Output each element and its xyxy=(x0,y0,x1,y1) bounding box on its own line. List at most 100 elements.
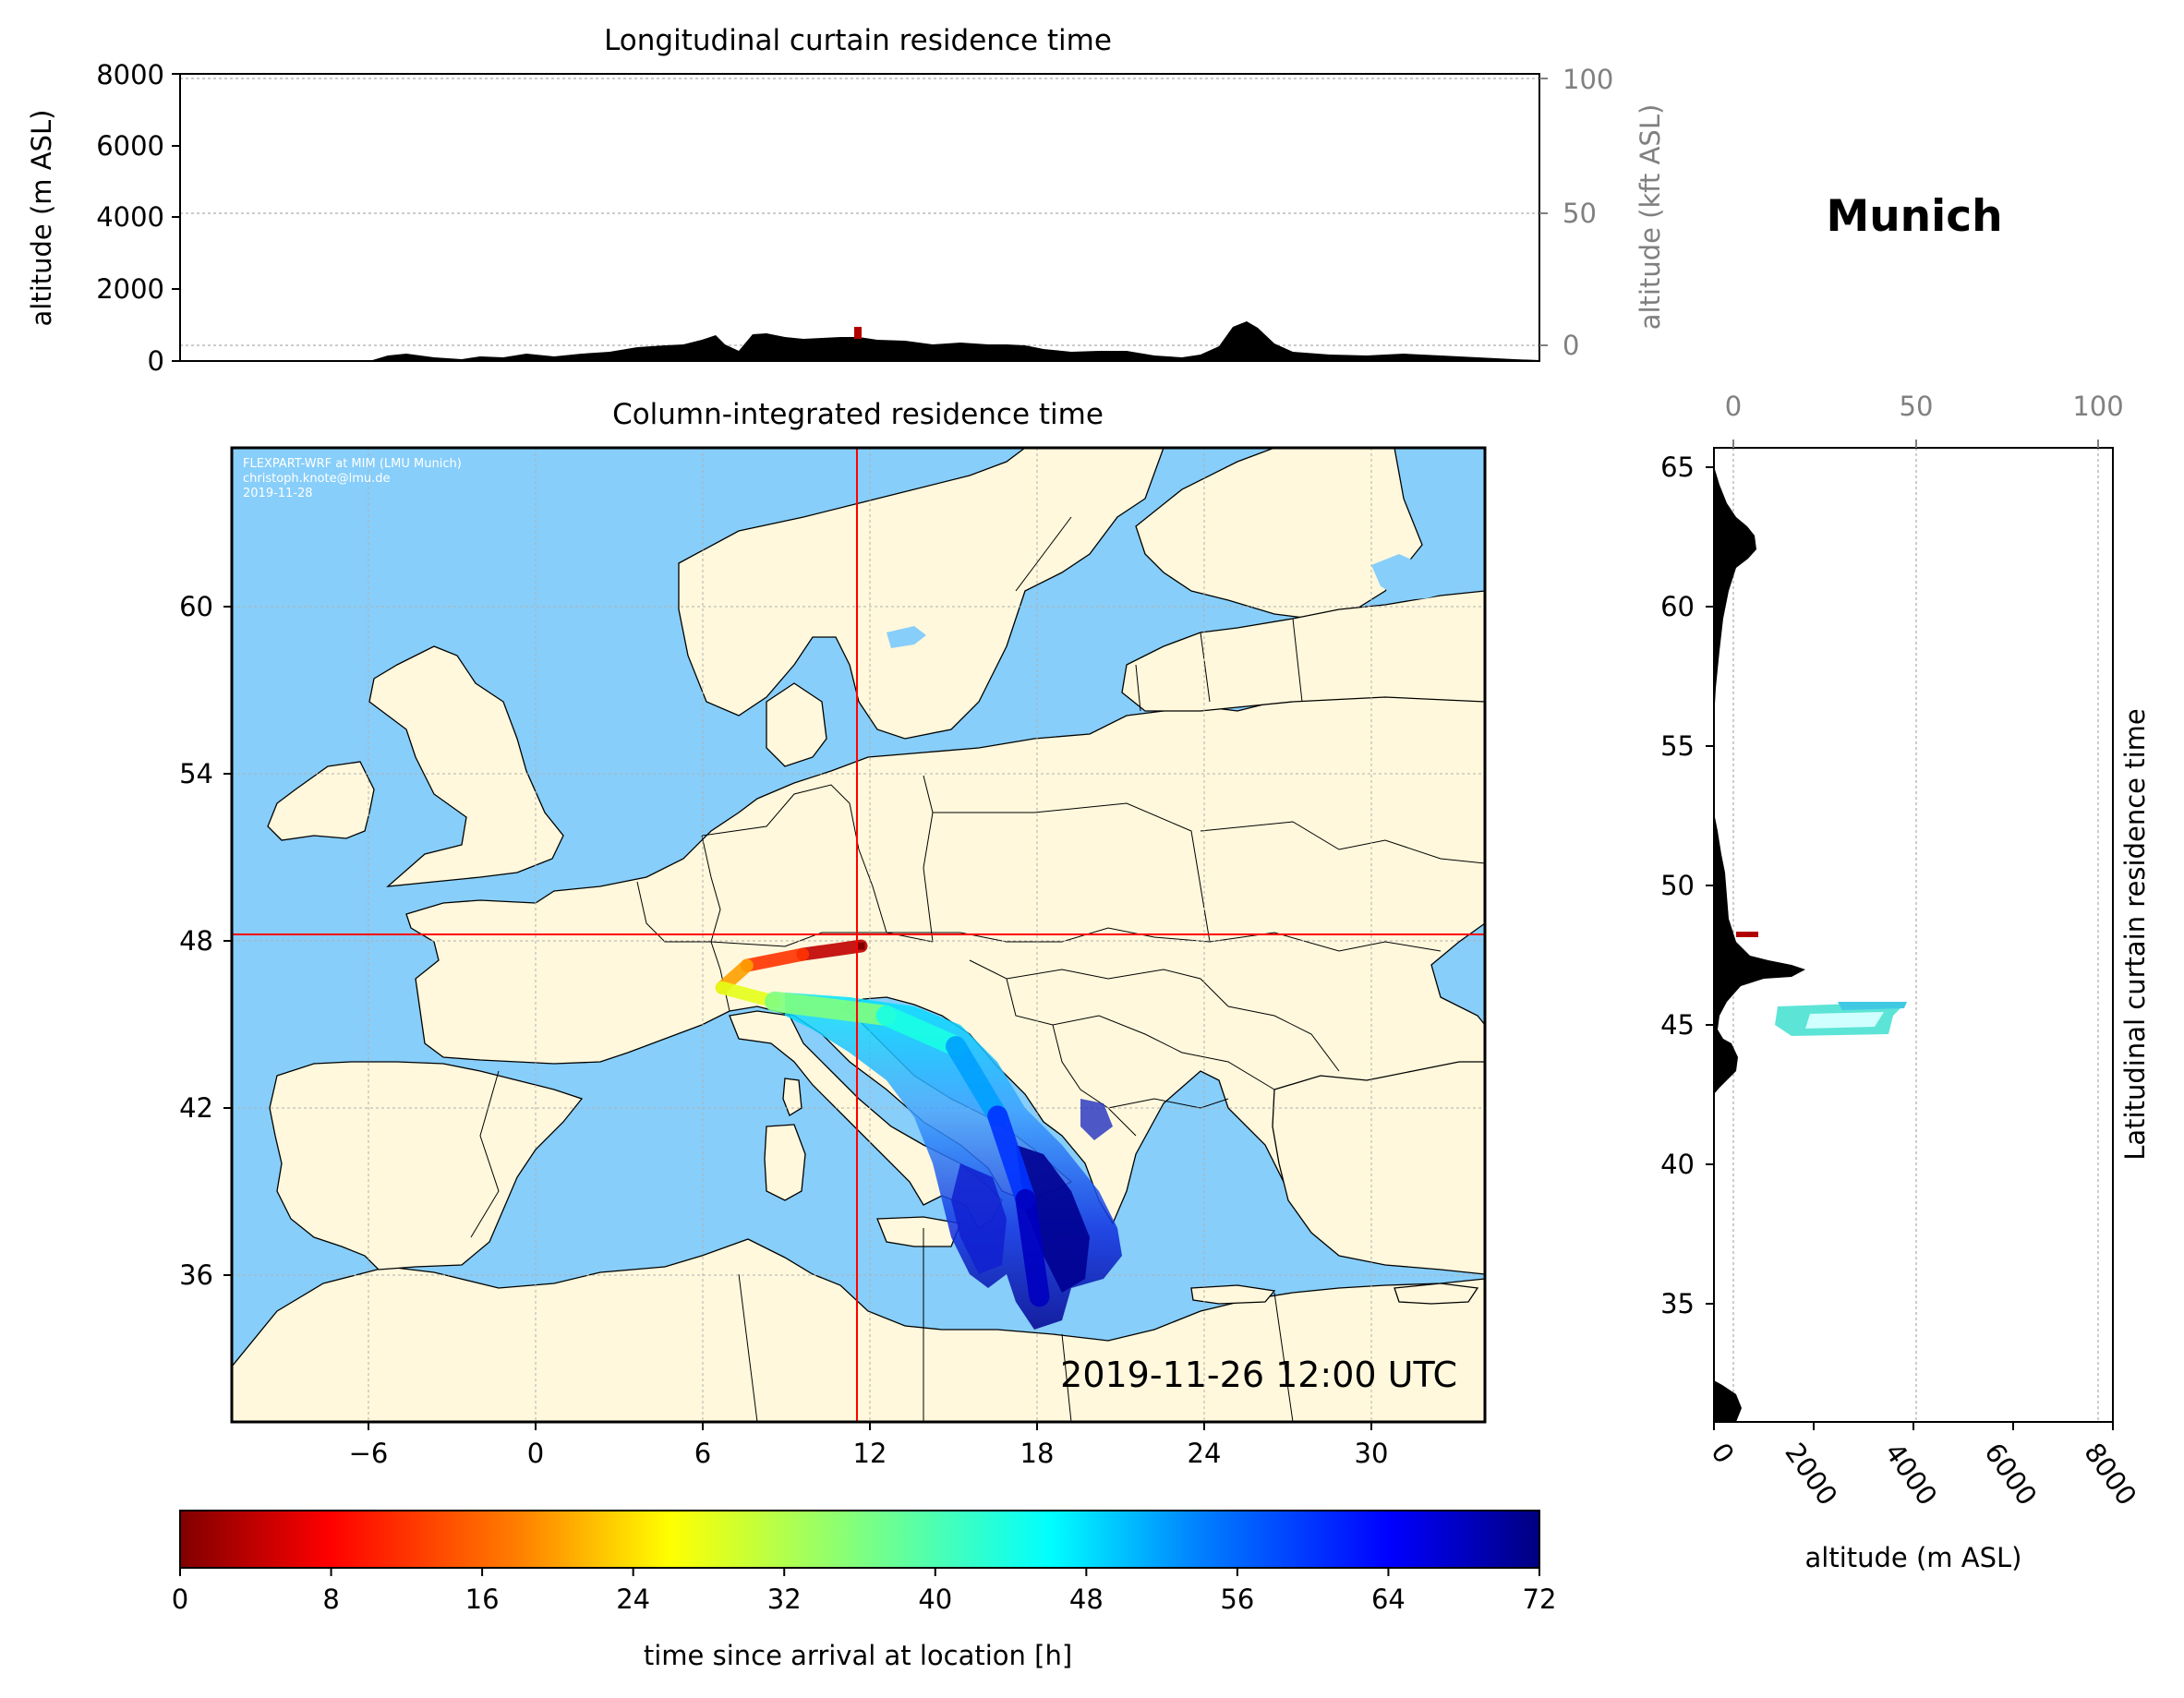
arrival-point xyxy=(857,942,865,950)
land-crete xyxy=(1190,1284,1276,1305)
y-tick-label: 4000 xyxy=(96,201,164,233)
lon-tick-label: 6 xyxy=(694,1438,711,1469)
lake-vanern xyxy=(887,626,926,648)
latitudinal-y-axis: 35 40 45 50 55 60 65 xyxy=(1660,452,1714,1319)
colorbar-tick-label: 48 xyxy=(1069,1584,1104,1615)
plume-core-dark xyxy=(1016,1145,1090,1293)
colorbar-tick-label: 24 xyxy=(616,1584,650,1615)
trajectory-segment xyxy=(765,991,897,1026)
trajectory-segment xyxy=(875,1005,967,1057)
latitudinal-x-axis: 0 2000 4000 6000 8000 altitude (m ASL) xyxy=(1705,1422,2142,1573)
y2-tick-label: 50 xyxy=(1563,198,1597,229)
y-tick-label: 2000 xyxy=(96,273,164,305)
lat-tick-label: 50 xyxy=(1660,870,1695,901)
land-ireland xyxy=(267,761,375,841)
latitudinal-curtain-panel: 0 50 100 35 40 45 50 55 60 65 xyxy=(1660,391,2151,1573)
colorbar-tick-label: 56 xyxy=(1220,1584,1254,1615)
longitudinal-panel-title: Longitudinal curtain residence time xyxy=(604,24,1112,57)
credit-line: 2019-11-28 xyxy=(243,487,313,500)
y2-axis-label: altitude (kft ASL) xyxy=(1635,104,1666,331)
lakes xyxy=(887,554,1454,648)
y-tick-label: 0 xyxy=(148,345,164,377)
land-great-britain xyxy=(368,645,564,887)
credit-line: FLEXPART-WRF at MIM (LMU Munich) xyxy=(243,457,462,471)
land-sicily xyxy=(876,1216,961,1247)
trajectory-segment xyxy=(1015,1188,1050,1307)
map-y-axis: 36 42 48 54 60 xyxy=(179,591,232,1291)
colorbar-label: time since arrival at location [h] xyxy=(644,1640,1072,1671)
alt-tick-label: 2000 xyxy=(1779,1438,1843,1511)
map-gridlines xyxy=(232,448,1485,1422)
map-panel-title: Column-integrated residence time xyxy=(612,398,1104,431)
colorbar-tick-label: 8 xyxy=(322,1584,339,1615)
country-borders xyxy=(470,516,1485,1422)
land-islands xyxy=(1394,1283,1479,1305)
lat-tick-label: 54 xyxy=(179,758,213,789)
terrain-profile-latitudinal xyxy=(1714,466,1805,1422)
land-corsica xyxy=(782,1078,802,1116)
alt-tick-label: 8000 xyxy=(2078,1438,2142,1511)
colorbar: 0 8 16 24 32 40 48 56 64 72 time since arrival at… xyxy=(172,1510,1557,1671)
colorbar-tick-label: 32 xyxy=(767,1584,802,1615)
arrival-marker-latitudinal xyxy=(1736,932,1758,937)
lat-tick-label: 42 xyxy=(179,1092,213,1124)
land-denmark xyxy=(766,682,827,767)
land-east xyxy=(1121,590,1485,712)
lon-tick-label: 30 xyxy=(1355,1438,1389,1469)
land-scandinavia xyxy=(678,448,1164,740)
latitudinal-top-axis: 0 50 100 xyxy=(1725,391,2124,448)
land-iberia xyxy=(269,1061,584,1270)
lon-tick-label: 24 xyxy=(1188,1438,1222,1469)
trajectory-segment xyxy=(987,1105,1036,1210)
y2-tick-label: 100 xyxy=(1563,64,1613,95)
arrival-marker-longitudinal xyxy=(854,327,862,339)
land-north-africa xyxy=(232,1238,1485,1422)
credit-line: christoph.knote@lmu.de xyxy=(243,472,391,486)
lat-tick-label: 35 xyxy=(1660,1288,1695,1319)
lon-tick-label: −6 xyxy=(349,1438,389,1469)
colorbar-tick-label: 64 xyxy=(1371,1584,1406,1615)
map-x-axis: −6 0 6 12 18 24 30 xyxy=(349,1422,1389,1469)
map-frame xyxy=(230,446,1487,1424)
colorbar-tick-label: 40 xyxy=(918,1584,952,1615)
lat-tick-label: 60 xyxy=(1660,591,1695,622)
plume-albania-patch xyxy=(1080,1099,1113,1140)
longitudinal-left-axis: 0 2000 4000 6000 8000 altitude (m ASL) xyxy=(26,59,180,377)
colorbar-tick-label: 72 xyxy=(1523,1584,1557,1615)
location-title: Munich xyxy=(1826,191,2002,242)
longitudinal-curtain-panel: Longitudinal curtain residence time 0 20… xyxy=(26,24,1666,377)
terrain-profile-longitudinal xyxy=(180,321,1539,361)
timestamp-label: 2019-11-26 12:00 UTC xyxy=(1060,1355,1457,1395)
y-tick-label: 8000 xyxy=(96,59,164,90)
lat-tick-label: 65 xyxy=(1660,452,1695,483)
x2-tick-label: 100 xyxy=(2072,391,2123,422)
lat-tick-label: 55 xyxy=(1660,730,1695,762)
y-tick-label: 6000 xyxy=(96,130,164,162)
trajectory-segment xyxy=(796,939,868,961)
lat-tick-label: 60 xyxy=(179,591,213,622)
trajectory-segment xyxy=(740,947,810,972)
lat-tick-label: 45 xyxy=(1660,1009,1695,1041)
lon-tick-label: 18 xyxy=(1020,1438,1055,1469)
colorbar-ticks: 0 8 16 24 32 40 48 56 64 72 xyxy=(172,1568,1557,1615)
land-finland xyxy=(1135,448,1423,620)
lat-tick-label: 48 xyxy=(179,925,213,957)
y-axis-label: altitude (m ASL) xyxy=(26,110,57,327)
colorbar-frame xyxy=(179,1510,1540,1569)
longitudinal-right-axis: 0 50 100 altitude (kft ASL) xyxy=(1539,64,1666,361)
lon-tick-label: 0 xyxy=(527,1438,544,1469)
latitudinal-panel-title: Latitudinal curtain residence time xyxy=(2119,708,2151,1161)
latitudinal-panel-frame xyxy=(1713,447,2114,1423)
longitudinal-panel-frame xyxy=(179,73,1540,362)
land-anatolia xyxy=(1272,1061,1485,1275)
latitudinal-plume xyxy=(1775,1002,1907,1036)
trajectory-segment xyxy=(946,1036,1008,1126)
colorbar-tick-label: 0 xyxy=(172,1584,188,1615)
trajectory xyxy=(715,939,1050,1307)
x2-tick-label: 0 xyxy=(1725,391,1742,422)
x-axis-label: altitude (m ASL) xyxy=(1805,1542,2022,1573)
alt-tick-label: 4000 xyxy=(1878,1438,1943,1511)
landmasses xyxy=(232,448,1485,1422)
x2-tick-label: 50 xyxy=(1900,391,1934,422)
